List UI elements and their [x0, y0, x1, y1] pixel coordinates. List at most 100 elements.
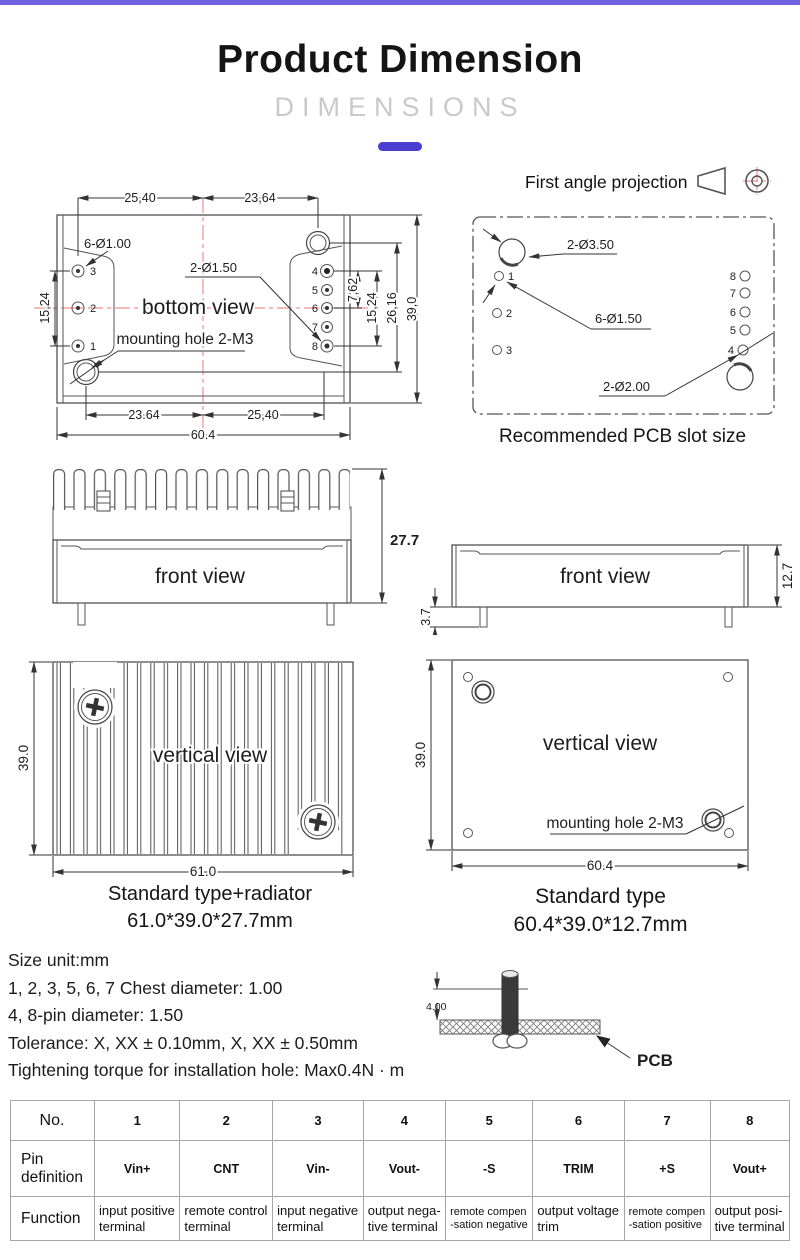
- radiator-screw: [73, 662, 117, 728]
- pin-no-cell: 4: [362, 1100, 447, 1141]
- radiator-screw: [280, 490, 295, 512]
- dim-label: 4.00: [426, 1001, 447, 1013]
- table-row-pin-definition: Pin definition Vin+ CNT Vin- Vout- -S TR…: [10, 1140, 791, 1197]
- pin-name-cell: +S: [623, 1140, 711, 1197]
- pin-name-cell: Vout+: [709, 1140, 791, 1197]
- pcb-slot-left-holes: 1 2 3: [492, 271, 514, 357]
- pin-number: 8: [312, 341, 318, 353]
- dim-label: 39,0: [405, 297, 419, 321]
- note-line: Tightening torque for installation hole:…: [8, 1060, 405, 1080]
- pin-number: 5: [730, 325, 736, 337]
- function-line: terminal: [277, 1218, 324, 1234]
- dim-label: 15,24: [38, 292, 52, 323]
- table-row-no: No. 1 2 3 4 5 6 7 8: [10, 1100, 791, 1141]
- hole-spec-label: 2-Ø3.50: [567, 237, 614, 252]
- function-line: remote control: [184, 1203, 268, 1219]
- note-line: 1, 2, 3, 5, 6, 7 Chest diameter: 1.00: [8, 977, 283, 998]
- mounting-hole-label: mounting hole 2-M3: [117, 331, 254, 348]
- pin-number: 1: [508, 271, 514, 283]
- pin-number: 2: [506, 308, 512, 320]
- function-line: tive terminal: [367, 1218, 438, 1234]
- note-line: Size unit:mm: [8, 950, 110, 970]
- pin-name-cell: Vin-: [272, 1140, 364, 1197]
- function-line: remote compen: [450, 1205, 527, 1218]
- radiator-type-caption: Standard type+radiator: [107, 883, 313, 905]
- first-angle-projection: First angle projection: [525, 165, 773, 199]
- table-row-function: Function input positive terminal remote …: [10, 1196, 791, 1241]
- pin-number: 2: [90, 303, 96, 315]
- pin-name-cell: Vout-: [362, 1140, 447, 1197]
- pcb-slot-right-holes: 8 7 6 5 4: [728, 270, 751, 357]
- hole-spec-label: 6-Ø1.50: [595, 311, 642, 326]
- view-title: front view: [155, 565, 246, 588]
- pin-function-cell: output posi- tive terminal: [709, 1196, 791, 1241]
- notes-block: Size unit:mm 1, 2, 3, 5, 6, 7 Chest diam…: [8, 947, 438, 1085]
- dim-label: 15,24: [365, 292, 379, 323]
- pin-number: 7: [730, 288, 736, 300]
- bottom-view-left-pins: 3 2 1: [71, 264, 96, 353]
- dim-label: 27.7: [390, 532, 419, 549]
- projection-symbols-icon: [697, 166, 772, 196]
- standard-size-caption: 60.4*39.0*12.7mm: [513, 913, 688, 936]
- table-header-pin-definition: Pin definition: [10, 1140, 95, 1197]
- dim-label: 23,64: [244, 191, 275, 205]
- hole-spec-label: 2-Ø1.50: [190, 260, 237, 275]
- radiator-screw: [96, 490, 111, 512]
- pin-number: 1: [90, 341, 96, 353]
- radiator-size-caption: 61.0*39.0*27.7mm: [127, 910, 293, 932]
- function-line: terminal: [99, 1218, 146, 1234]
- pin-function-cell: input positive terminal: [93, 1196, 181, 1241]
- bottom-view-drawing: 3 2 1 4 5 6 7 8 25,40 23,64: [34, 189, 422, 444]
- pin-number: 3: [506, 345, 512, 357]
- pin-function-cell: remote control terminal: [179, 1196, 274, 1241]
- radiator-screw: [296, 801, 340, 854]
- hole-spec-label: 2-Ø2.00: [603, 379, 650, 394]
- pin-no-cell: 2: [179, 1100, 274, 1141]
- pin-function-cell: remote compen -sation negative: [445, 1196, 534, 1241]
- page-title: Product Dimension: [216, 38, 584, 81]
- dim-label: 39.0: [413, 742, 428, 768]
- function-line: input negative: [277, 1203, 359, 1219]
- function-line: output nega-: [367, 1203, 441, 1219]
- pin-number: 5: [312, 285, 318, 297]
- function-line: trim: [537, 1218, 559, 1234]
- function-line: remote compen: [628, 1205, 706, 1218]
- function-line: tive terminal: [714, 1218, 785, 1234]
- bottom-view-right-pins: 4 5 6 7 8: [312, 264, 334, 353]
- pin-number: 6: [312, 303, 318, 315]
- function-line: output voltage: [537, 1203, 619, 1219]
- hole-spec-label: 6-Ø1.00: [84, 236, 131, 251]
- pin-name-cell: TRIM: [532, 1140, 625, 1197]
- pin-no-cell: 6: [532, 1100, 625, 1141]
- pin-number: 4: [312, 266, 318, 278]
- pcb-pin-drawing: 4.00 PCB: [426, 970, 673, 1070]
- view-title: vertical view: [543, 732, 658, 755]
- dim-label: 7,62: [346, 278, 360, 302]
- pin-number: 7: [312, 322, 318, 334]
- function-line: -sation negative: [450, 1218, 528, 1231]
- page-subtitle: DIMENSIONS: [274, 92, 526, 122]
- pin-number: 3: [90, 266, 96, 278]
- pin-no-cell: 3: [272, 1100, 364, 1141]
- pin-no-cell: 1: [93, 1100, 181, 1141]
- function-line: input positive: [99, 1203, 175, 1219]
- pin-number: 8: [730, 271, 736, 283]
- dim-label: 25,40: [124, 191, 155, 205]
- mounting-hole-label: mounting hole 2-M3: [547, 815, 684, 832]
- view-title: vertical view: [153, 744, 268, 767]
- dim-label: 61.0: [190, 864, 216, 879]
- pin-no-cell: 7: [623, 1100, 711, 1141]
- pin-name-cell: Vin+: [93, 1140, 181, 1197]
- note-line: 4, 8-pin diameter: 1.50: [8, 1005, 184, 1025]
- table-header-no: No.: [10, 1100, 95, 1141]
- pcb-slot-drawing: 1 2 3 8 7 6 5 4 2-Ø3.50 6-Ø1.50 2-Ø2.00: [472, 216, 775, 415]
- note-line: Tolerance: X, XX ± 0.10mm, X, XX ± 0.50m…: [8, 1032, 358, 1053]
- pin-function-cell: output nega- tive terminal: [362, 1196, 447, 1241]
- first-angle-projection-label: First angle projection: [525, 171, 688, 192]
- pin-function-cell: remote compen -sation positive: [623, 1196, 711, 1241]
- table-header-function: Function: [10, 1196, 95, 1241]
- dim-label: 25,40: [247, 408, 278, 422]
- accent-top-bar: [0, 0, 800, 5]
- front-view-radiator-drawing: front view 27.7: [52, 468, 421, 626]
